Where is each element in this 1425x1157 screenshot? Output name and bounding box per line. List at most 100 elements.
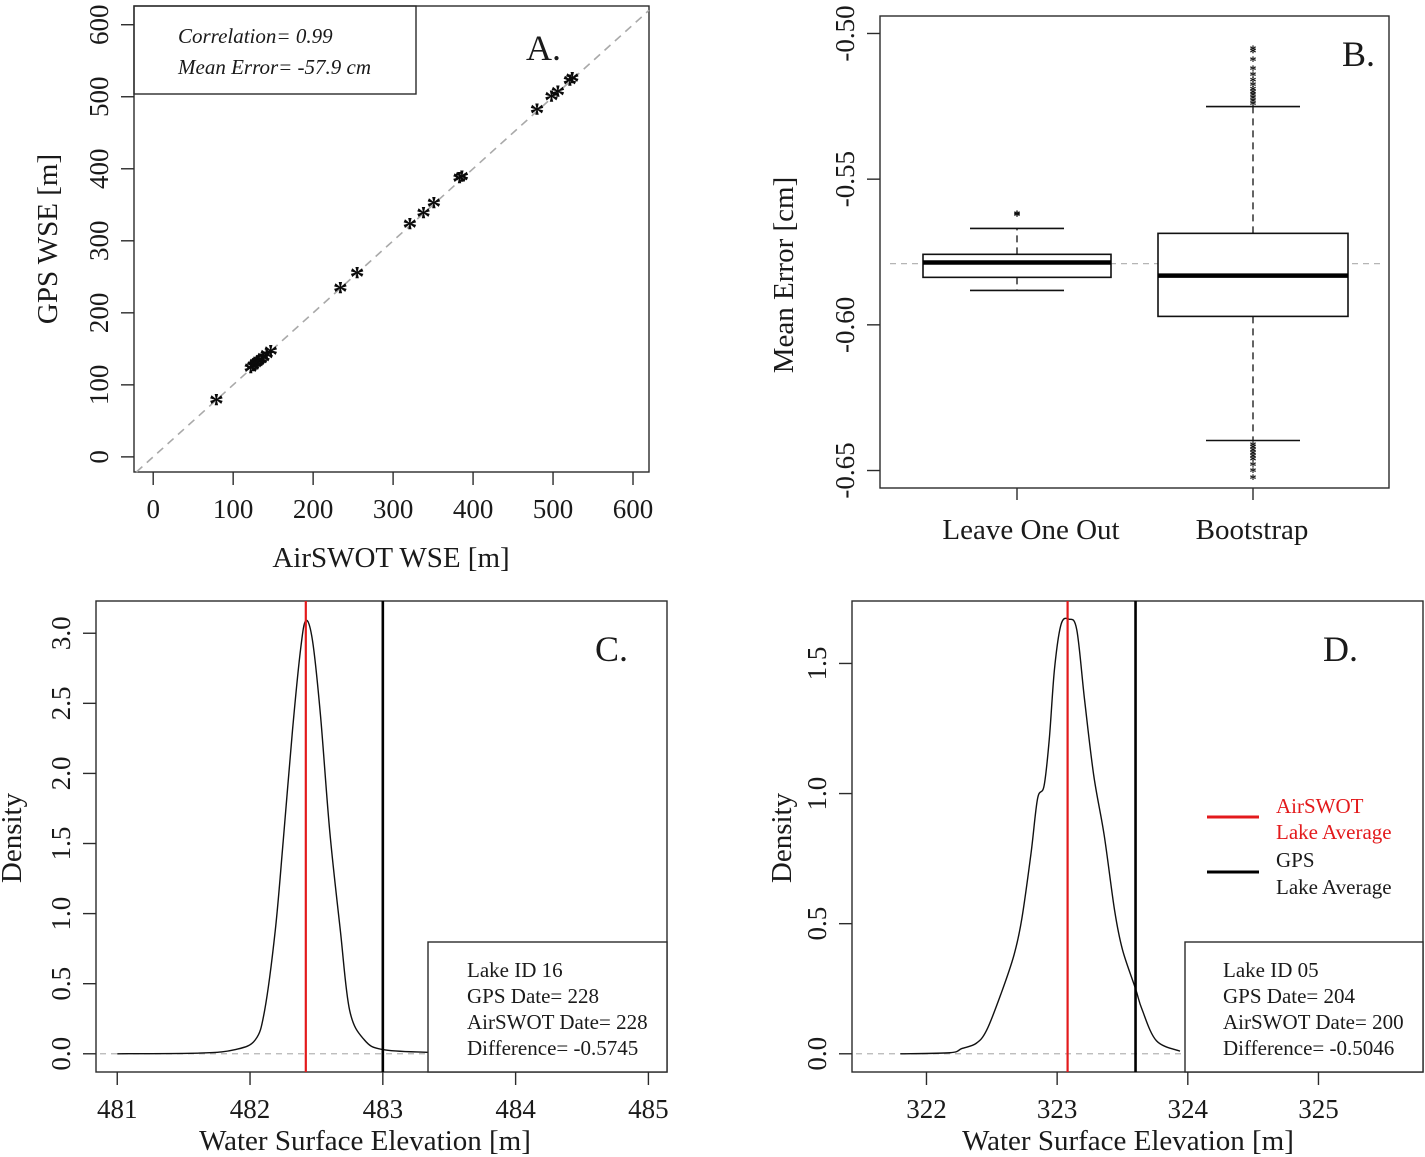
scatter-point: *	[350, 260, 365, 293]
panel-d-info-lake-id: Lake ID 05	[1223, 958, 1319, 982]
outlier-point: *	[1250, 93, 1257, 108]
outlier-point: *	[1250, 75, 1257, 90]
panel-c-ytick-label: 0.5	[46, 967, 76, 1001]
box-leave-one-out: **	[922, 209, 1112, 292]
scatter-point: *	[565, 65, 580, 98]
panel-c-ytick-label: 2.5	[46, 686, 76, 720]
panel-b-boxes: ************************	[922, 43, 1349, 488]
scatter-point: *	[426, 191, 441, 224]
box-bootstrap: **********************	[1157, 43, 1349, 488]
outlier-point: *	[1014, 209, 1021, 224]
panel-b-category-leave-one-out: Leave One Out	[942, 514, 1119, 546]
panel-b-frame	[879, 15, 1390, 489]
panel-a-xtick-label: 100	[213, 494, 254, 524]
panel-c-letter: C.	[595, 629, 628, 669]
panel-a-xtick-label: 300	[373, 494, 414, 524]
panel-d-ytick-label: 1.5	[802, 647, 832, 681]
panel-b-ytick-label: -0.50	[830, 5, 860, 61]
panel-c-xtick-label: 482	[230, 1094, 271, 1124]
panel-a-reference-line-group	[135, 9, 650, 473]
panel-a-ytick-label: 500	[84, 77, 114, 118]
scatter-point: *	[530, 97, 545, 130]
panel-a-ytick-label: 400	[84, 149, 114, 190]
scatter-point: *	[254, 347, 269, 380]
panel-d-xlabel: Water Surface Elevation [m]	[962, 1125, 1294, 1157]
outlier-point: *	[1250, 79, 1257, 94]
scatter-point: *	[416, 201, 431, 234]
panel-a-ytick-label: 100	[84, 365, 114, 406]
panel-c-info-difference: Difference= -0.5745	[467, 1036, 638, 1060]
outlier-point: *	[1250, 445, 1257, 460]
panel-c-xtick-label: 485	[628, 1094, 669, 1124]
outlier-point: *	[1014, 209, 1021, 224]
panel-a-ytick-label: 300	[84, 221, 114, 261]
panel-d-info-difference: Difference= -0.5046	[1223, 1036, 1394, 1060]
outlier-point: *	[1250, 90, 1257, 105]
panel-d-info-box: Lake ID 05 GPS Date= 204 AirSWOT Date= 2…	[1184, 941, 1424, 1073]
density-curve	[900, 617, 1181, 1055]
outlier-point: *	[1250, 448, 1257, 463]
panel-c-density: 0.0 0.5 1.0 1.5 2.0 2.5 3.0 481 482 483 484 485 Lak…	[0, 600, 669, 1157]
panel-c-info-gps-date: GPS Date= 228	[467, 984, 599, 1008]
panel-d-xtick-label: 323	[1037, 1094, 1078, 1124]
panel-c-ytick-label: 1.0	[46, 897, 76, 931]
panel-a-letter: A.	[526, 28, 561, 68]
panel-d-info-airswot-date: AirSWOT Date= 200	[1223, 1010, 1404, 1034]
scatter-point: *	[452, 165, 467, 198]
panel-a-ytick-label: 200	[84, 293, 114, 334]
scatter-point: *	[256, 345, 271, 378]
panel-c-ylabel: Density	[0, 792, 28, 883]
panel-b-ytick-label: -0.65	[830, 442, 860, 498]
panel-b-letter: B.	[1342, 34, 1375, 74]
panel-b-boxplot: -0.50-0.55-0.60-0.65 *******************…	[768, 5, 1390, 546]
panel-b-ytick-label: -0.60	[830, 297, 860, 353]
one-to-one-line	[135, 9, 650, 473]
scatter-point: *	[544, 84, 559, 117]
panel-d-axis-ticks: 0.0 0.5 1.0 1.5 322 323 324 325	[802, 647, 1339, 1124]
scatter-point: *	[248, 351, 263, 384]
scatter-point: *	[209, 387, 224, 420]
panel-c-xtick-label: 481	[97, 1094, 138, 1124]
panel-a-annotation-frame	[133, 5, 417, 95]
panel-c-frame	[95, 600, 668, 1073]
panel-a-xtick-label: 0	[146, 494, 160, 524]
scatter-point: *	[454, 164, 469, 197]
panel-c-ytick-label: 2.0	[46, 757, 76, 791]
panel-a-xtick-label: 600	[613, 494, 654, 524]
panel-a-annotation-box: Correlation= 0.99 Mean Error= -57.9 cm	[133, 5, 417, 95]
panel-d-info-frame	[1184, 941, 1424, 1073]
outlier-point: *	[1250, 98, 1257, 113]
outlier-point: *	[1250, 69, 1257, 84]
scatter-point: *	[263, 338, 278, 371]
correlation-annotation: Correlation= 0.99	[178, 24, 333, 48]
panel-a-scatter: 0 100 200 300 400 500 600 0 100 200 300 400 500 600 *…	[32, 4, 653, 574]
panel-c-xlabel: Water Surface Elevation [m]	[199, 1125, 531, 1157]
scatter-point: *	[562, 68, 577, 101]
legend-gps-label-2: Lake Average	[1276, 875, 1392, 899]
panel-c-info-frame	[427, 941, 668, 1073]
outlier-point: *	[1250, 451, 1257, 466]
panel-d-xtick-label: 325	[1298, 1094, 1339, 1124]
panel-a-xtick-label: 200	[293, 494, 334, 524]
scatter-point: *	[243, 356, 258, 389]
outlier-point: *	[1250, 63, 1257, 78]
panel-d-frame	[851, 600, 1424, 1073]
outlier-point: *	[1250, 87, 1257, 102]
panel-a-xtick-label: 400	[453, 494, 494, 524]
panel-c-xtick-label: 483	[363, 1094, 404, 1124]
panel-c-axis-ticks: 0.0 0.5 1.0 1.5 2.0 2.5 3.0 481 482 483 484 485	[46, 616, 669, 1124]
panel-c-info-airswot-date: AirSWOT Date= 228	[467, 1010, 648, 1034]
box-iqr	[922, 253, 1112, 279]
legend-airswot-label-1: AirSWOT	[1276, 794, 1364, 818]
outlier-point: *	[1250, 460, 1257, 475]
mean-error-annotation: Mean Error= -57.9 cm	[177, 55, 371, 79]
panel-d-ytick-label: 1.0	[802, 777, 832, 811]
outlier-point: *	[1250, 454, 1257, 469]
legend-gps-label-1: GPS	[1276, 848, 1315, 872]
panel-a-ylabel: GPS WSE [m]	[32, 154, 64, 324]
panel-d-xtick-label: 324	[1168, 1094, 1209, 1124]
panel-b-category-bootstrap: Bootstrap	[1196, 514, 1309, 546]
scatter-point: *	[250, 350, 265, 383]
panel-c-xtick-label: 484	[495, 1094, 536, 1124]
